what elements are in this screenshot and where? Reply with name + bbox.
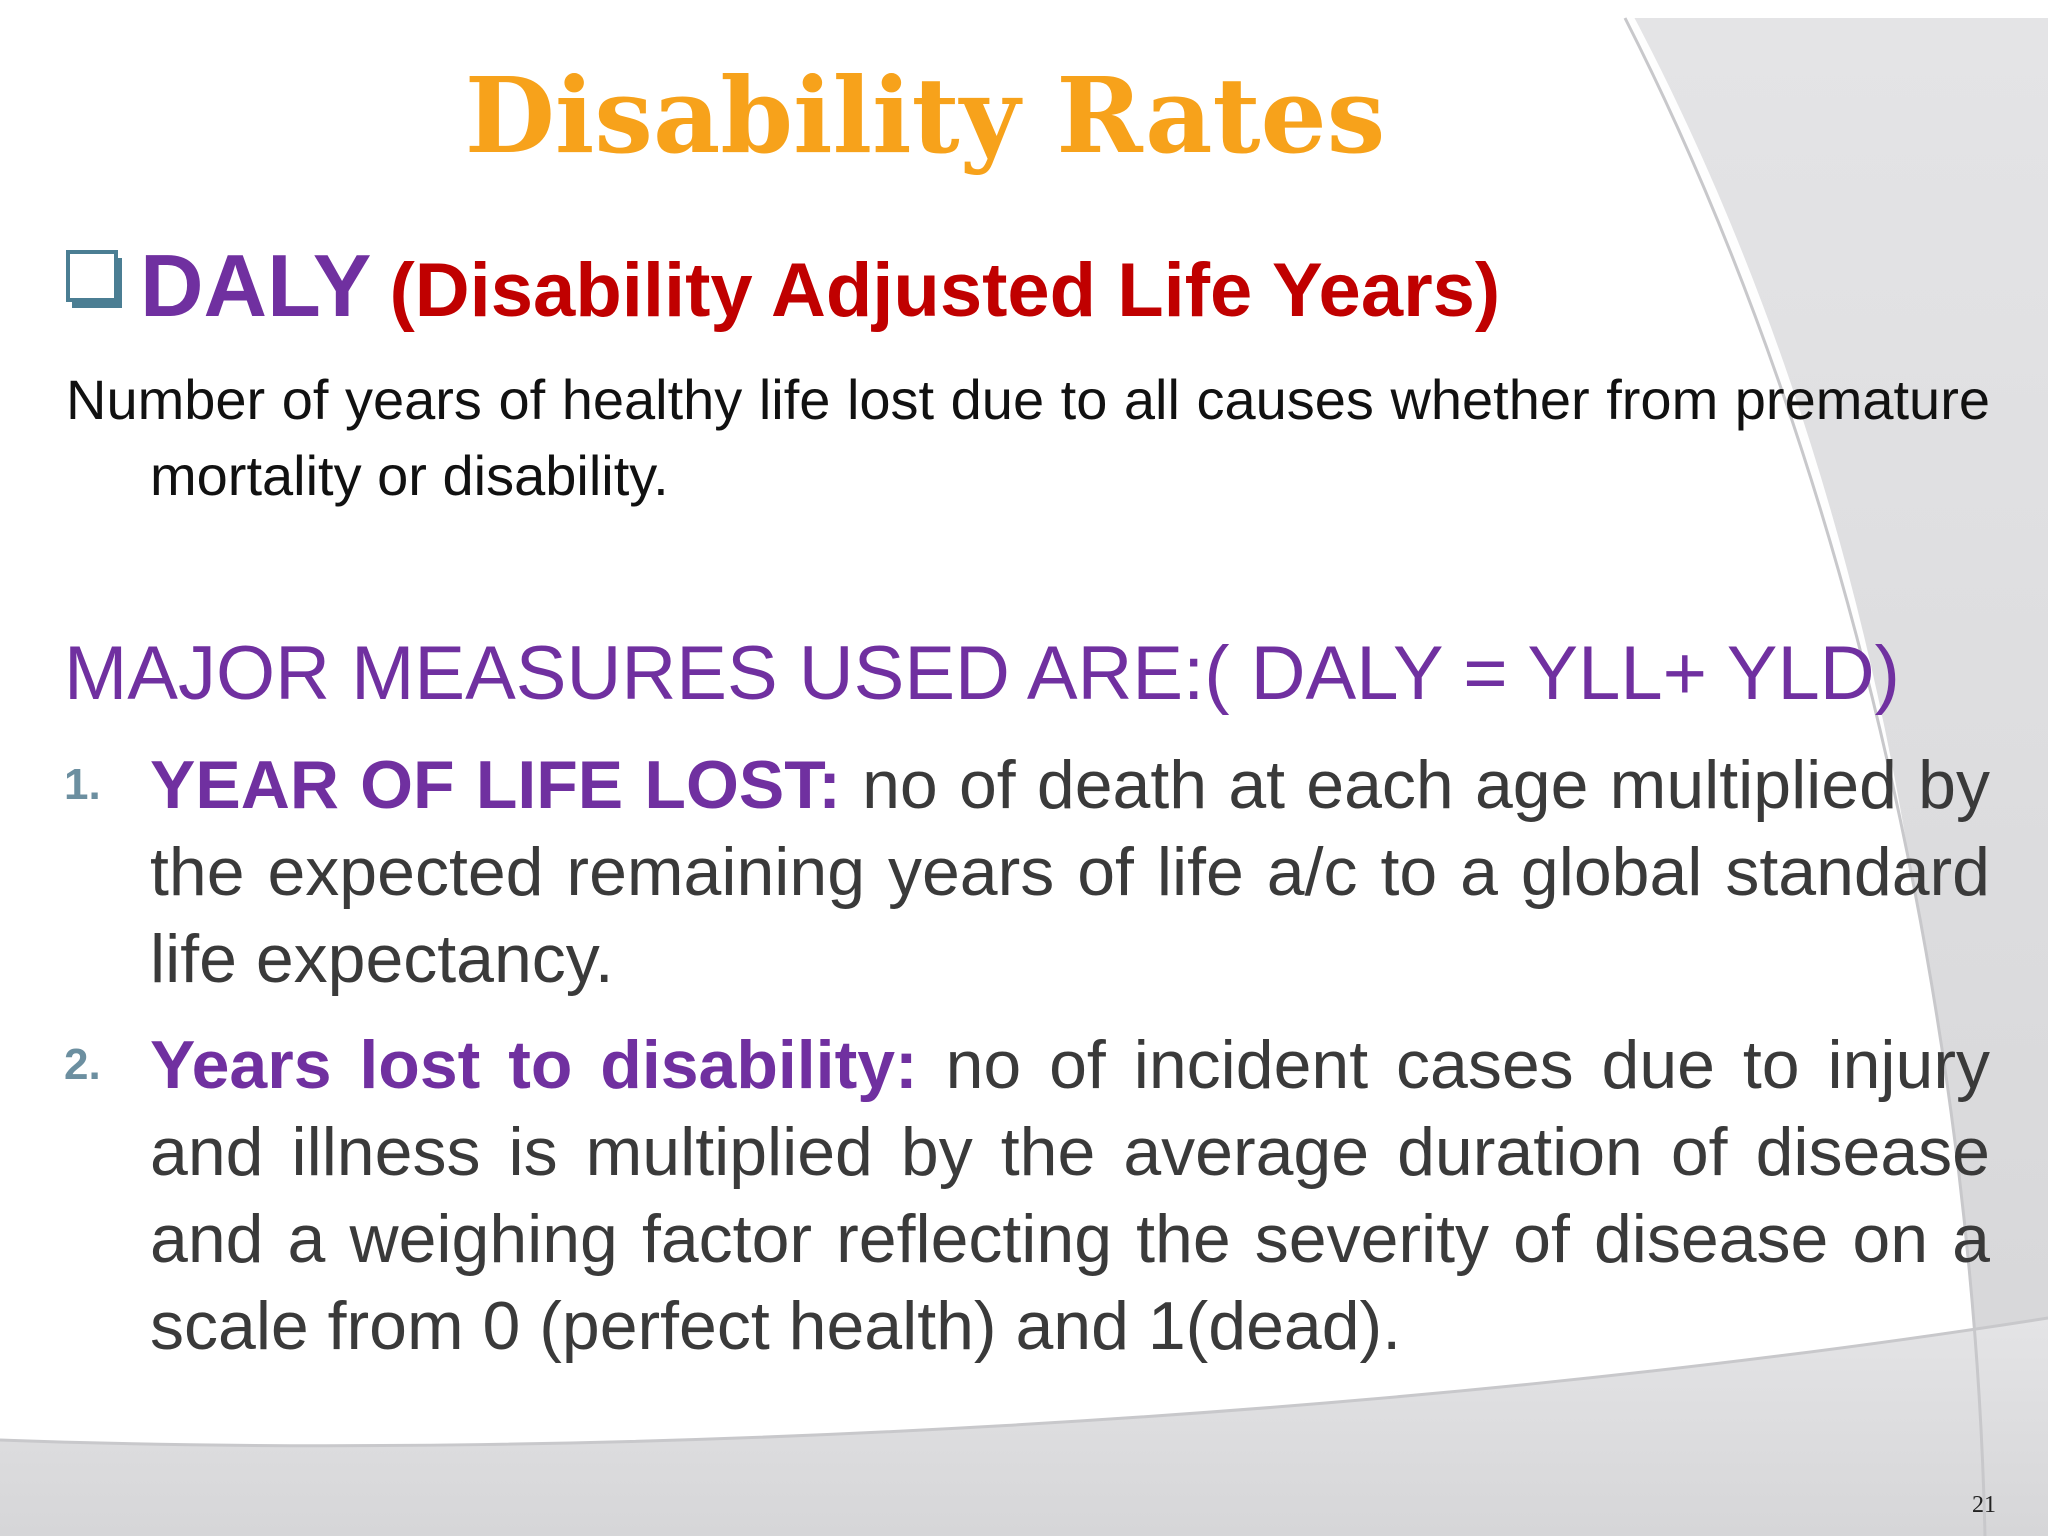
- daly-full-name: (Disability Adjusted Life Years): [389, 248, 1501, 333]
- slide-title: Disability Rates: [464, 54, 1386, 177]
- measure-label: YEAR OF LIFE LOST:: [150, 747, 841, 823]
- measures-heading: MAJOR MEASURES USED ARE:( DALY = YLL+ YL…: [64, 631, 1900, 716]
- measure-item-yld: 2. Years lost to disability: no of incid…: [64, 1022, 1990, 1370]
- measure-text: Years lost to disability: no of incident…: [150, 1022, 1990, 1370]
- measure-description: no of incident cases due to injury and i…: [150, 1027, 1990, 1364]
- daly-abbreviation: DALY: [140, 236, 372, 335]
- measure-label: Years lost to disability:: [150, 1027, 918, 1103]
- daly-heading: DALY (Disability Adjusted Life Years): [66, 236, 1500, 341]
- daly-definition: Number of years of healthy life lost due…: [66, 368, 1990, 507]
- measure-number: 2.: [64, 1040, 101, 1089]
- checkbox-icon: [66, 250, 126, 310]
- measure-description: no of death at each age multiplied by th…: [150, 747, 1990, 997]
- measure-item-yll: 1. YEAR OF LIFE LOST: no of death at eac…: [64, 742, 1990, 1003]
- measure-number: 1.: [64, 760, 101, 809]
- measure-text: YEAR OF LIFE LOST: no of death at each a…: [150, 742, 1990, 1003]
- page-number: 21: [1972, 1492, 1996, 1518]
